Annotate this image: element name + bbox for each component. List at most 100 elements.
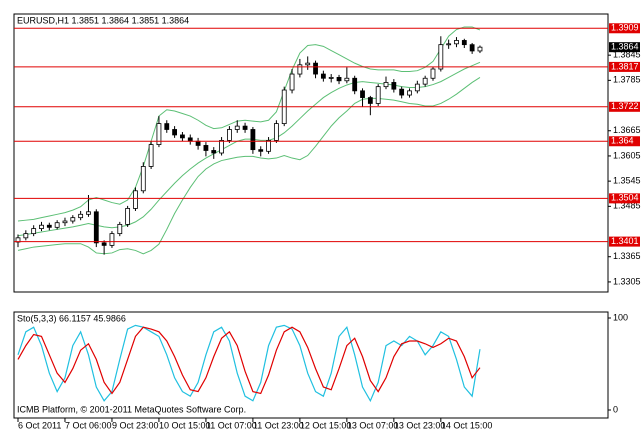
candle-body xyxy=(140,166,146,192)
y-tick-label: 1.3365 xyxy=(613,251,641,261)
candle-body xyxy=(352,77,358,92)
oscillator-line xyxy=(17,326,481,395)
candle-body xyxy=(78,213,84,219)
candle-body xyxy=(187,137,193,142)
indicator-title: Sto(5,3,3) 66.1157 45.9866 xyxy=(17,313,126,323)
x-tick-label: 10 Oct 15:00 xyxy=(159,420,211,430)
candle-body xyxy=(446,43,452,46)
candle-body xyxy=(180,134,185,139)
candle-body xyxy=(367,97,373,104)
candle-body xyxy=(477,46,483,52)
candle-body xyxy=(164,123,170,130)
y-tick-label: 1.3845 xyxy=(613,50,641,60)
candle-body xyxy=(70,217,76,222)
oscillator-panel xyxy=(13,311,609,419)
y-tick-label: 1.3305 xyxy=(613,276,641,286)
candle-body xyxy=(39,224,44,229)
candle-body xyxy=(430,68,436,79)
level-label: 1.364 xyxy=(611,136,634,146)
candle-body xyxy=(383,82,389,88)
y-tick-label: 100 xyxy=(613,312,628,322)
y-tick-label: 1.3665 xyxy=(613,125,641,135)
y-tick-label: 1.3485 xyxy=(613,201,641,211)
candle-body xyxy=(234,125,240,130)
level-label: 1.3817 xyxy=(611,61,639,71)
x-tick-label: 13 Oct 07:00 xyxy=(347,420,399,430)
level-label: 1.3722 xyxy=(611,101,639,111)
candle-body xyxy=(109,233,115,246)
candle-body xyxy=(227,129,232,141)
candle-body xyxy=(258,149,264,152)
candle-body xyxy=(305,62,311,66)
candle-body xyxy=(156,123,162,146)
candle-body xyxy=(93,211,99,244)
candle-body xyxy=(250,129,256,151)
candle-body xyxy=(328,77,334,79)
candle-body xyxy=(391,82,397,90)
candle-body xyxy=(54,222,60,228)
level-label-box xyxy=(609,236,640,247)
candle-body xyxy=(360,90,365,98)
candle-body xyxy=(101,242,107,246)
level-label-box xyxy=(609,23,640,34)
x-tick-label: 9 Oct 23:00 xyxy=(112,420,159,430)
candle-body xyxy=(219,140,224,154)
level-label-box xyxy=(609,193,640,204)
candle-body xyxy=(266,140,271,152)
oscillator-line xyxy=(17,324,481,403)
candle-body xyxy=(148,144,154,167)
level-label: 1.3401 xyxy=(611,236,639,246)
candle-body xyxy=(336,77,342,82)
y-tick-label: 1.3545 xyxy=(613,176,641,186)
level-label-box xyxy=(609,136,640,147)
candle-body xyxy=(211,150,217,154)
candle-body xyxy=(289,73,295,91)
candle-body xyxy=(46,224,52,228)
y-tick-label: 1.3785 xyxy=(613,75,641,85)
x-tick-label: 13 Oct 23:00 xyxy=(394,420,446,430)
candle-body xyxy=(422,77,428,85)
level-label: 1.3909 xyxy=(611,23,639,33)
x-tick-label: 7 Oct 06:00 xyxy=(65,420,112,430)
candle-body xyxy=(125,208,131,225)
footer: ICMB Platform, © 2001-2011 MetaQuotes So… xyxy=(17,404,246,414)
x-tick-label: 11 Oct 07:00 xyxy=(206,420,257,430)
x-tick-label: 14 Oct 15:00 xyxy=(441,420,493,430)
candle-body xyxy=(313,62,318,75)
candle-body xyxy=(86,211,91,215)
candle-body xyxy=(195,140,201,146)
candle-body xyxy=(273,123,279,141)
candle-body xyxy=(399,88,405,96)
x-tick-label: 11 Oct 23:00 xyxy=(253,420,304,430)
chart-title: EURUSD,H1 1.3851 1.3864 1.3851 1.3864 xyxy=(17,15,189,25)
candle-body xyxy=(297,64,303,75)
candle-body xyxy=(407,90,412,96)
candle-body xyxy=(31,228,37,235)
candle-body xyxy=(203,145,209,151)
band-line xyxy=(17,76,481,255)
candle-body xyxy=(414,83,420,92)
level-label: 1.3504 xyxy=(611,193,639,203)
candle-body xyxy=(438,44,444,70)
candle-body xyxy=(344,77,350,82)
current-price-label: 1.3864 xyxy=(611,42,639,52)
level-label-box xyxy=(609,101,640,112)
candle-body xyxy=(172,129,178,136)
candle-body xyxy=(62,220,68,224)
current-price-box xyxy=(609,42,640,53)
candle-body xyxy=(23,233,29,239)
candle-body xyxy=(454,40,459,45)
y-tick-label: 1.3605 xyxy=(613,150,641,160)
candle-body xyxy=(469,44,475,52)
candle-body xyxy=(375,86,381,104)
x-tick-label: 6 Oct 2011 xyxy=(18,420,61,430)
candle-body xyxy=(133,190,138,209)
candle-body xyxy=(117,223,123,235)
y-tick-label: 0 xyxy=(613,404,618,414)
candle-body xyxy=(461,40,467,46)
level-label-box xyxy=(609,61,640,72)
price-panel xyxy=(13,13,609,293)
candle-body xyxy=(320,73,326,79)
candle-body xyxy=(242,125,248,130)
